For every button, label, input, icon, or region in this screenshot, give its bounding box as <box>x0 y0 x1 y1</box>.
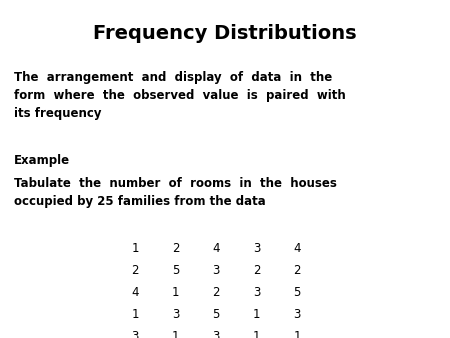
Text: 2: 2 <box>212 286 220 298</box>
Text: 3: 3 <box>212 264 220 276</box>
Text: 2: 2 <box>253 264 260 276</box>
Text: 1: 1 <box>131 242 139 255</box>
Text: 1: 1 <box>293 330 301 338</box>
Text: 4: 4 <box>293 242 301 255</box>
Text: 3: 3 <box>212 330 220 338</box>
Text: 4: 4 <box>131 286 139 298</box>
Text: 4: 4 <box>212 242 220 255</box>
Text: 3: 3 <box>172 308 179 320</box>
Text: 5: 5 <box>212 308 220 320</box>
Text: 3: 3 <box>253 242 260 255</box>
Text: 1: 1 <box>253 330 260 338</box>
Text: 2: 2 <box>293 264 301 276</box>
Text: The  arrangement  and  display  of  data  in  the
form  where  the  observed  va: The arrangement and display of data in t… <box>14 71 345 120</box>
Text: Tabulate  the  number  of  rooms  in  the  houses
occupied by 25 families from t: Tabulate the number of rooms in the hous… <box>14 177 337 209</box>
Text: 3: 3 <box>131 330 139 338</box>
Text: 1: 1 <box>253 308 260 320</box>
Text: Frequency Distributions: Frequency Distributions <box>93 24 357 43</box>
Text: 2: 2 <box>131 264 139 276</box>
Text: 1: 1 <box>172 330 179 338</box>
Text: Example: Example <box>14 154 70 167</box>
Text: 1: 1 <box>131 308 139 320</box>
Text: 1: 1 <box>172 286 179 298</box>
Text: 3: 3 <box>293 308 301 320</box>
Text: 3: 3 <box>253 286 260 298</box>
Text: 5: 5 <box>172 264 179 276</box>
Text: 2: 2 <box>172 242 179 255</box>
Text: 5: 5 <box>293 286 301 298</box>
